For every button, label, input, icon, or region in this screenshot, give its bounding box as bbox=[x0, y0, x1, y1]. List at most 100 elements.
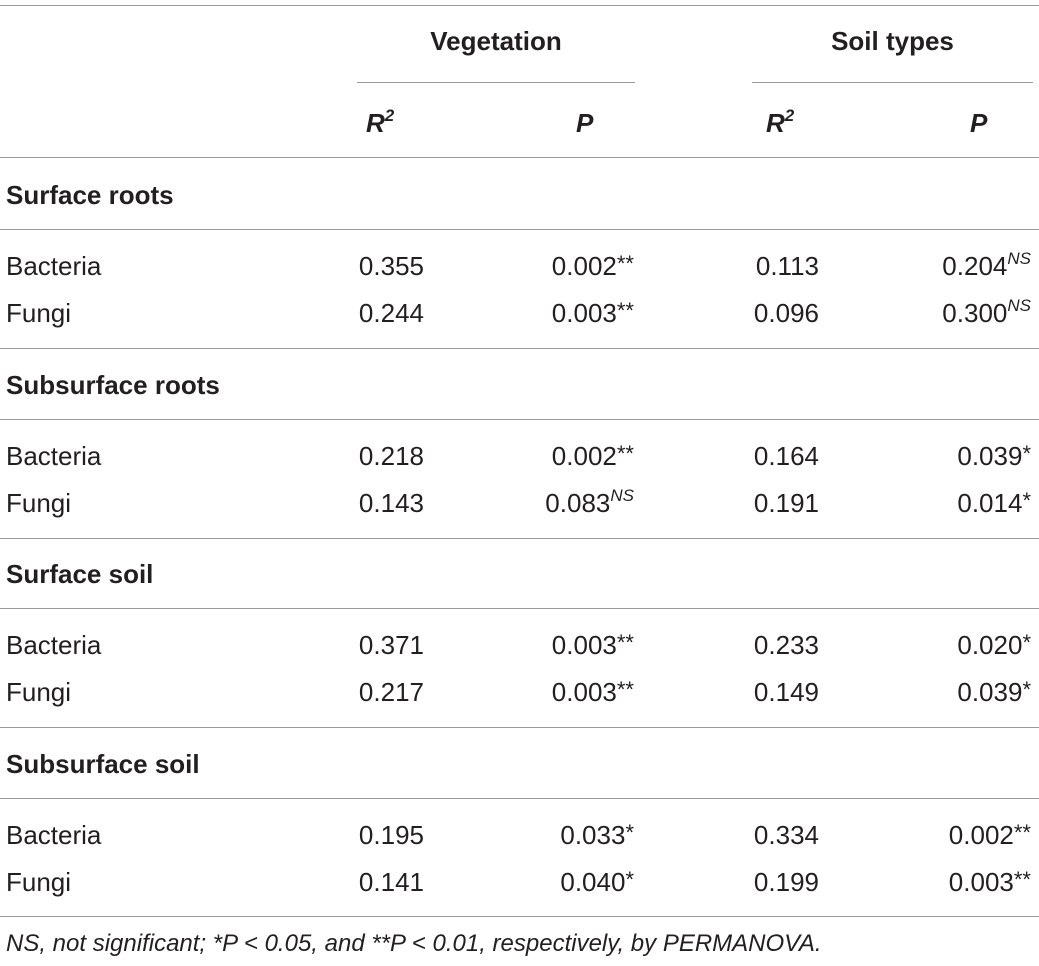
significance-mark: * bbox=[1022, 488, 1031, 513]
row-label: Bacteria bbox=[6, 251, 102, 281]
cell-veg-p: 0.003** bbox=[552, 677, 634, 709]
cell-soil-p: 0.020* bbox=[957, 630, 1031, 662]
cell-veg-r2: 0.355 bbox=[359, 251, 424, 281]
significance-mark: ** bbox=[616, 298, 634, 323]
cell-value: 0.300 bbox=[942, 298, 1008, 328]
cell-value: 0.164 bbox=[753, 441, 819, 471]
header-bottom-rule bbox=[0, 157, 1039, 158]
significance-mark: * bbox=[625, 820, 634, 845]
cell-value: 0.002 bbox=[551, 251, 617, 281]
significance-mark: NS bbox=[1007, 249, 1031, 268]
col-header-soil-r2: R2 bbox=[766, 106, 795, 138]
cell-soil-r2: 0.113 bbox=[756, 251, 819, 281]
cell-value: 0.003 bbox=[551, 677, 617, 707]
cell-veg-r2: 0.143 bbox=[359, 488, 424, 518]
cell-soil-p: 0.204NS bbox=[942, 249, 1031, 281]
cell-value: 0.003 bbox=[551, 630, 617, 660]
group-rule-vegetation bbox=[357, 82, 635, 83]
table-bottom-rule bbox=[0, 916, 1039, 917]
cell-value: 0.113 bbox=[755, 251, 819, 281]
table-top-rule bbox=[0, 5, 1039, 6]
cell-value: 0.014 bbox=[957, 488, 1023, 518]
significance-mark: ** bbox=[1013, 867, 1031, 892]
cell-soil-p: 0.300NS bbox=[942, 296, 1031, 328]
cell-veg-p: 0.003** bbox=[552, 298, 634, 330]
group-header-soil-types: Soil types bbox=[831, 26, 954, 56]
cell-veg-r2: 0.217 bbox=[359, 677, 424, 707]
cell-value: 0.096 bbox=[753, 298, 819, 328]
cell-veg-p: 0.083NS bbox=[545, 486, 634, 518]
significance-mark: ** bbox=[616, 677, 634, 702]
cell-value: 0.244 bbox=[358, 298, 424, 328]
cell-value: 0.217 bbox=[358, 677, 424, 707]
section-title: Surface soil bbox=[6, 559, 154, 589]
cell-veg-r2: 0.371 bbox=[359, 630, 424, 660]
section-title: Subsurface soil bbox=[6, 749, 200, 779]
cell-veg-r2: 0.244 bbox=[359, 298, 424, 328]
row-label: Bacteria bbox=[6, 441, 102, 471]
col-header-veg-r2: R2 bbox=[366, 106, 395, 138]
cell-soil-r2: 0.096 bbox=[754, 298, 819, 328]
cell-value: 0.204 bbox=[942, 251, 1008, 281]
cell-soil-r2: 0.149 bbox=[754, 677, 819, 707]
section-rule bbox=[0, 419, 1039, 420]
cell-value: 0.003 bbox=[551, 298, 617, 328]
cell-value: 0.040 bbox=[560, 867, 626, 897]
cell-value: 0.355 bbox=[358, 251, 424, 281]
cell-value: 0.149 bbox=[753, 677, 819, 707]
cell-value: 0.039 bbox=[957, 677, 1023, 707]
cell-value: 0.218 bbox=[358, 441, 424, 471]
significance-mark: ** bbox=[1013, 820, 1031, 845]
cell-veg-p: 0.003** bbox=[552, 630, 634, 662]
row-label: Bacteria bbox=[6, 820, 102, 850]
cell-value: 0.191 bbox=[753, 488, 819, 518]
section-rule bbox=[0, 798, 1039, 799]
col-header-veg-p: P bbox=[576, 108, 594, 138]
cell-soil-r2: 0.199 bbox=[754, 867, 819, 897]
significance-mark: ** bbox=[616, 630, 634, 655]
cell-value: 0.141 bbox=[358, 867, 424, 897]
cell-veg-p: 0.040* bbox=[560, 867, 634, 899]
cell-soil-r2: 0.233 bbox=[754, 630, 819, 660]
row-label: Fungi bbox=[6, 488, 72, 518]
significance-mark: * bbox=[1022, 630, 1031, 655]
cell-value: 0.002 bbox=[551, 441, 617, 471]
cell-soil-r2: 0.334 bbox=[754, 820, 819, 850]
significance-mark: * bbox=[1022, 677, 1031, 702]
cell-value: 0.033 bbox=[560, 820, 626, 850]
cell-veg-p: 0.002** bbox=[552, 441, 634, 473]
row-label: Fungi bbox=[6, 298, 72, 328]
significance-mark: NS bbox=[610, 486, 634, 505]
cell-value: 0.020 bbox=[957, 630, 1023, 660]
cell-value: 0.002 bbox=[948, 820, 1014, 850]
cell-value: 0.003 bbox=[948, 867, 1014, 897]
cell-soil-p: 0.002** bbox=[949, 820, 1031, 852]
significance-mark: ** bbox=[616, 441, 634, 466]
cell-value: 0.371 bbox=[358, 630, 424, 660]
cell-soil-p: 0.014* bbox=[957, 488, 1031, 520]
cell-veg-p: 0.033* bbox=[560, 820, 634, 852]
row-label: Fungi bbox=[6, 677, 72, 707]
section-title: Subsurface roots bbox=[6, 370, 220, 400]
section-end-rule bbox=[0, 727, 1039, 728]
cell-value: 0.334 bbox=[753, 820, 819, 850]
cell-value: 0.143 bbox=[358, 488, 424, 518]
cell-soil-p: 0.039* bbox=[957, 677, 1031, 709]
table-footnote: NS, not significant; *P < 0.05, and **P … bbox=[6, 930, 822, 957]
row-label: Bacteria bbox=[6, 630, 102, 660]
section-rule bbox=[0, 608, 1039, 609]
cell-value: 0.083 bbox=[545, 488, 611, 518]
cell-value: 0.199 bbox=[753, 867, 819, 897]
cell-value: 0.233 bbox=[753, 630, 819, 660]
cell-soil-p: 0.003** bbox=[949, 867, 1031, 899]
significance-mark: NS bbox=[1007, 296, 1031, 315]
cell-value: 0.039 bbox=[957, 441, 1023, 471]
cell-soil-p: 0.039* bbox=[957, 441, 1031, 473]
cell-veg-r2: 0.141 bbox=[359, 867, 424, 897]
section-title: Surface roots bbox=[6, 180, 174, 210]
group-header-vegetation: Vegetation bbox=[430, 26, 562, 56]
section-end-rule bbox=[0, 538, 1039, 539]
cell-value: 0.195 bbox=[358, 820, 424, 850]
section-end-rule bbox=[0, 348, 1039, 349]
cell-soil-r2: 0.191 bbox=[754, 488, 819, 518]
